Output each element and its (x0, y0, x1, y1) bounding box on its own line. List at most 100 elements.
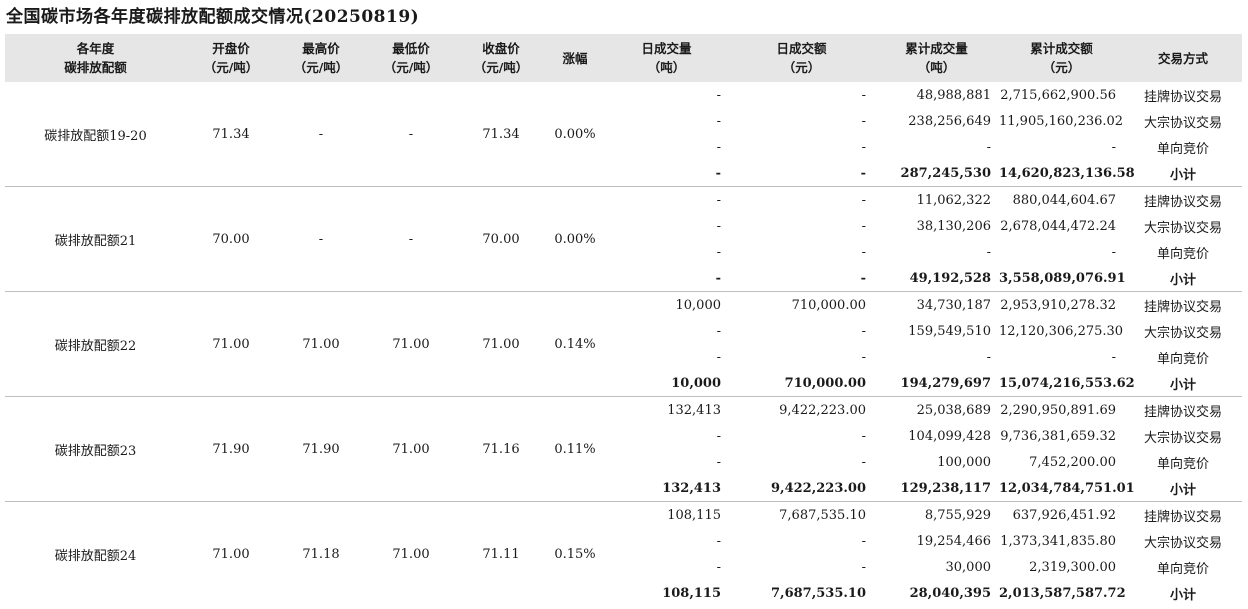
trade-method-cell: 挂牌协议交易 (1143, 89, 1222, 105)
open-price-cell: 71.34 (212, 126, 250, 142)
cumulative-amount-cell: 3,558,089,076.91 (999, 270, 1126, 286)
column-header-cumulative-volume: 累计成交量 （吨） (874, 34, 999, 82)
header-line: （吨） (647, 60, 686, 75)
header-line: （元） (1042, 60, 1081, 75)
table-row: - - - - 单向竞价 (5, 344, 1242, 370)
low-price-cell: 71.00 (366, 501, 456, 606)
subtotal-row: 108,115 7,687,535.10 28,040,395 2,013,587,5… (5, 580, 1242, 606)
change-cell: 0.15% (546, 501, 604, 606)
cumulative-volume-cell: 104,099,428 (908, 428, 991, 444)
trade-method-cell: 小计 (1169, 377, 1196, 393)
daily-volume-cell: 108,115 (662, 585, 721, 601)
daily-amount-cell: 710,000.00 (784, 375, 866, 391)
table-row: - - - - 单向竞价 (5, 239, 1242, 265)
cumulative-amount-cell: 7,452,200.00 (1029, 454, 1116, 470)
header-line: 开盘价 (212, 41, 250, 56)
cumulative-volume-cell: 25,038,689 (874, 396, 999, 423)
header-line: （元） (782, 60, 821, 75)
carbon-quota-table: 各年度 碳排放配额 开盘价 （元/吨） 最高价 （元/吨） 最低价 （元/吨） 收盘价 （元/吨）… (5, 34, 1242, 606)
trade-method-cell: 大宗协议交易 (1143, 325, 1222, 341)
cumulative-volume-cell: 11,062,322 (874, 186, 999, 213)
trade-method-cell: 单向竞价 (1156, 351, 1209, 367)
open-price-cell: 71.00 (186, 501, 276, 606)
daily-volume-cell: 10,000 (604, 291, 729, 318)
daily-amount-cell: 9,422,223.00 (729, 396, 874, 423)
column-header-year-quota: 各年度 碳排放配额 (5, 34, 186, 82)
daily-amount-cell: - (860, 165, 866, 181)
daily-volume-cell: - (716, 139, 721, 155)
header-line: （元/吨） (293, 60, 349, 75)
trade-method-cell: 小计 (1169, 587, 1196, 603)
cumulative-volume-cell: 194,279,697 (900, 375, 991, 391)
cumulative-volume-cell: 30,000 (945, 559, 992, 575)
subtotal-row: 132,413 9,422,223.00 129,238,117 12,034,784… (5, 475, 1242, 502)
cumulative-amount-cell: 12,034,784,751.01 (999, 480, 1135, 496)
header-line: 碳排放配额 (64, 60, 127, 75)
column-header-high-price: 最高价 （元/吨） (276, 34, 366, 82)
trade-method-cell: 小计 (1169, 272, 1196, 288)
daily-amount-cell: - (861, 244, 866, 260)
trade-method-cell: 挂牌协议交易 (1124, 396, 1242, 423)
header-line: 交易方式 (1157, 50, 1208, 66)
cumulative-amount-cell: 2,013,587,587.72 (999, 585, 1126, 601)
change-cell: 0.14% (546, 291, 604, 397)
high-price-cell: 71.18 (276, 501, 366, 606)
cumulative-amount-cell: 637,926,451.92 (999, 501, 1124, 528)
cumulative-volume-cell: 8,755,929 (874, 501, 999, 528)
header-line: （元/吨） (383, 60, 439, 75)
cumulative-amount-cell: 15,074,216,553.62 (999, 375, 1135, 391)
low-price-cell: 71.00 (366, 291, 456, 397)
quota-year-cell: 碳排放配额19-20 (44, 128, 147, 144)
daily-amount-cell: - (861, 139, 866, 155)
trade-method-cell: 大宗协议交易 (1143, 430, 1222, 446)
cumulative-amount-cell: 11,905,160,236.02 (999, 113, 1124, 129)
cumulative-amount-cell: - (1111, 139, 1116, 155)
column-header-trade-method: 交易方式 (1124, 34, 1242, 82)
cumulative-amount-cell: 12,120,306,275.30 (999, 323, 1124, 339)
cumulative-volume-cell: 100,000 (937, 454, 991, 470)
daily-volume-cell: - (716, 218, 721, 234)
table-row: - - 38,130,206 2,678,044,472.24 大宗协议交易 (5, 213, 1242, 239)
trade-method-cell: 单向竞价 (1156, 561, 1209, 577)
daily-volume-cell: 108,115 (604, 501, 729, 528)
daily-amount-cell: - (861, 323, 866, 339)
cumulative-volume-cell: 238,256,649 (908, 113, 991, 129)
daily-volume-cell: - (604, 186, 729, 213)
subtotal-row: - - 287,245,530 14,620,823,136.58 小计 (5, 160, 1242, 187)
cumulative-volume-cell: 19,254,466 (916, 533, 991, 549)
change-cell: 0.11% (546, 396, 604, 502)
cumulative-amount-cell: 1,373,341,835.80 (1000, 533, 1116, 549)
daily-amount-cell: 7,687,535.10 (771, 585, 866, 601)
header-line: 涨幅 (562, 50, 588, 66)
cumulative-amount-cell: 9,736,381,659.32 (1000, 428, 1116, 444)
close-price-cell: 71.11 (456, 501, 546, 606)
header-line: 日成交量 (641, 41, 692, 56)
close-price-cell: 71.16 (456, 396, 546, 502)
cumulative-amount-cell: - (1111, 244, 1116, 260)
daily-amount-cell: - (861, 533, 866, 549)
daily-amount-cell: - (729, 186, 874, 213)
trade-method-cell: 小计 (1169, 482, 1196, 498)
table-row: 碳排放配额23 71.90 71.90 71.00 71.16 0.11% 132,413 9… (5, 396, 1242, 502)
cumulative-volume-cell: 28,040,395 (909, 585, 991, 601)
trade-method-cell: 单向竞价 (1156, 246, 1209, 262)
header-line: 各年度 (76, 41, 115, 56)
cumulative-volume-cell: - (986, 139, 991, 155)
trade-method-cell: 大宗协议交易 (1143, 220, 1222, 236)
cumulative-amount-cell: 2,715,662,900.56 (1000, 87, 1116, 103)
daily-volume-cell: - (716, 87, 721, 103)
column-header-cumulative-amount: 累计成交额 （元） (999, 34, 1124, 82)
cumulative-volume-cell: 129,238,117 (900, 480, 991, 496)
high-price-cell: - (318, 126, 324, 142)
daily-volume-cell: 132,413 (662, 480, 721, 496)
daily-amount-cell: - (861, 428, 866, 444)
table-row: - - 100,000 7,452,200.00 单向竞价 (5, 449, 1242, 475)
header-line: 累计成交额 (1030, 41, 1093, 56)
cumulative-amount-cell: - (1111, 349, 1116, 365)
table-row: - - 19,254,466 1,373,341,835.80 大宗协议交易 (5, 528, 1242, 554)
cumulative-amount-cell: 2,953,910,278.32 (999, 291, 1124, 318)
cumulative-volume-cell: - (986, 349, 991, 365)
header-line: 收盘价 (482, 41, 520, 56)
table-row: 碳排放配额19-20 71.34 - - 71.34 0.00% - - 48,988,881 2… (5, 82, 1242, 144)
daily-amount-cell: - (861, 349, 866, 365)
